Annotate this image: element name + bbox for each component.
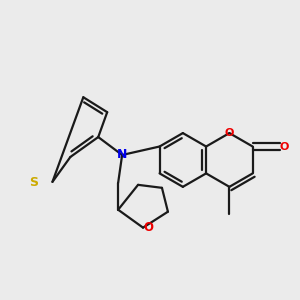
Text: O: O: [280, 142, 289, 152]
Text: O: O: [225, 128, 234, 138]
Text: S: S: [29, 176, 38, 189]
Text: N: N: [117, 148, 127, 161]
Text: O: O: [143, 221, 153, 234]
